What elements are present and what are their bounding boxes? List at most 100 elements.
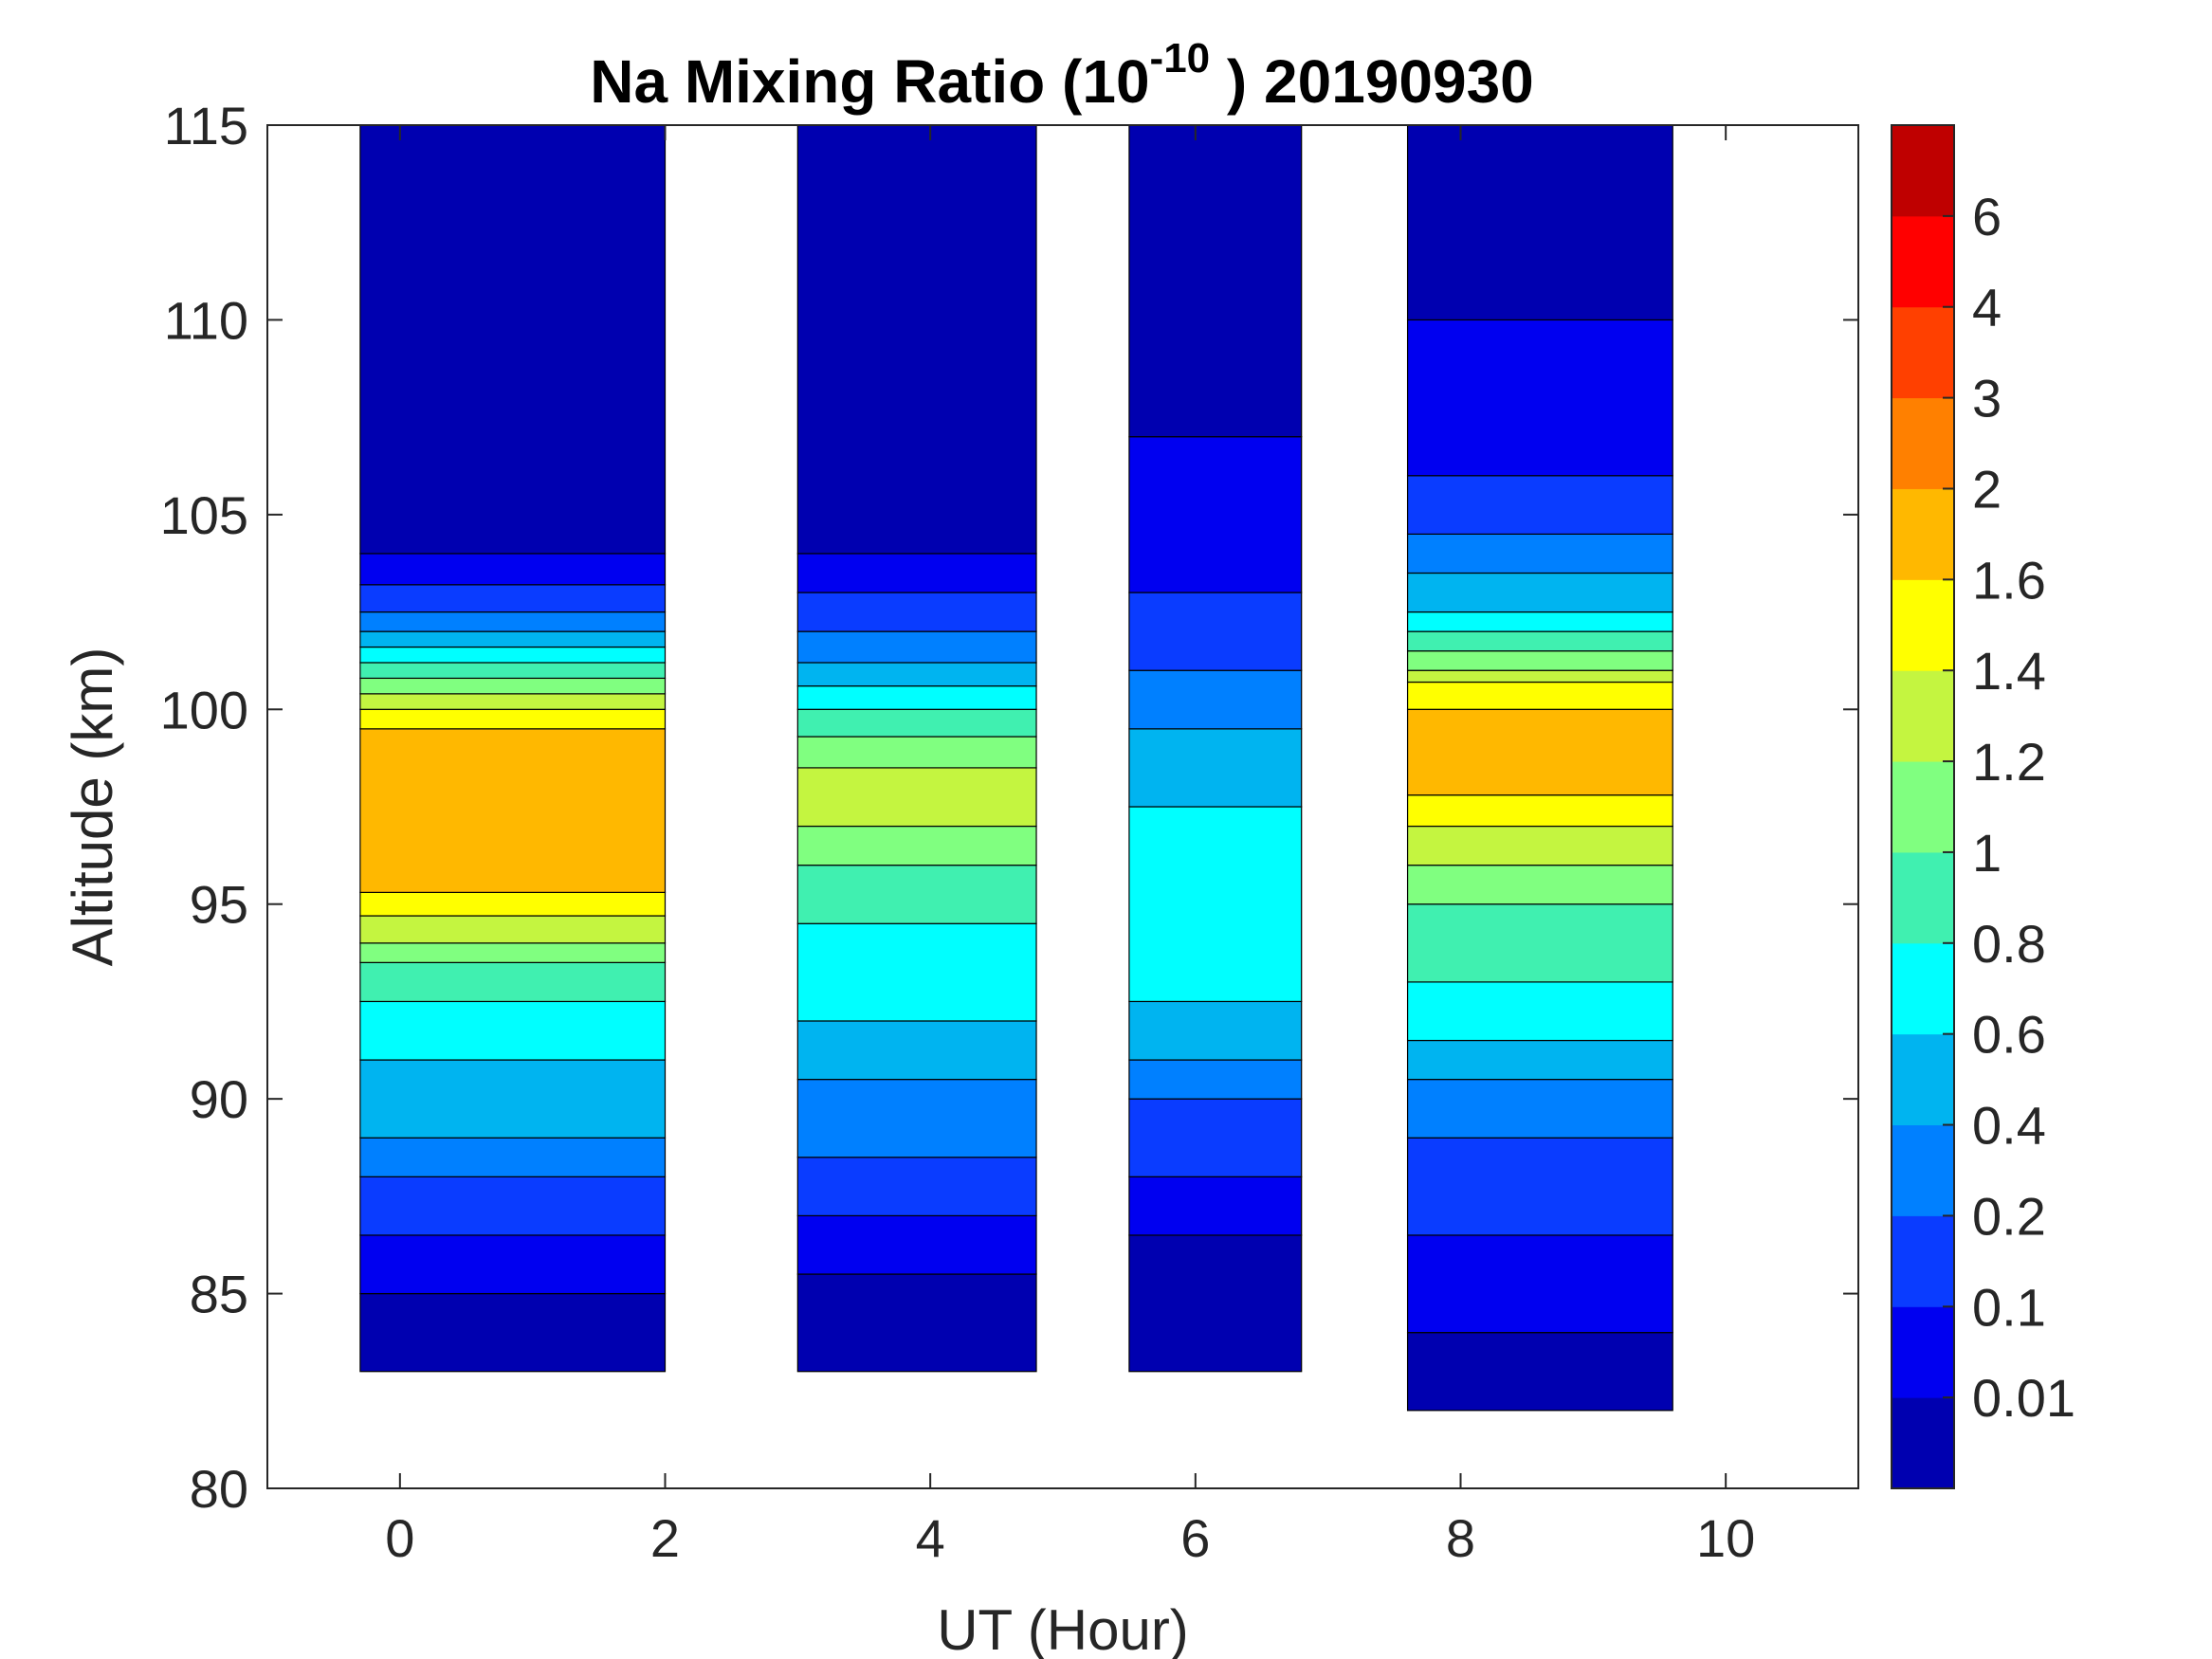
contour-band [359,942,667,963]
contour-band [796,825,1037,866]
contour-band [359,646,667,664]
contour-band [796,1157,1037,1217]
contour-band [1406,1039,1673,1081]
contour-band [359,961,667,1003]
x-axis-label: UT (Hour) [937,1598,1189,1659]
x-tick-label: 8 [1446,1508,1475,1568]
contour-band [359,124,667,555]
contour-band [359,677,667,695]
contour-band [796,865,1037,924]
x-tick-label: 0 [385,1508,414,1568]
y-axis: 80 85 90 95 100 105 110 115 [160,96,1858,1519]
contour-band [359,611,667,632]
contour-band [1406,611,1673,632]
contour-band [796,630,1037,664]
x-tick-label: 10 [1696,1508,1755,1568]
contour-band [796,736,1037,769]
contour-band [1128,669,1303,730]
contour-band [796,685,1037,710]
contour-band [1128,1098,1303,1177]
contour-band [1406,903,1673,983]
colorbar-segment [1892,1306,1954,1398]
y-axis-label: Altitude (km) [61,647,124,967]
colorbar-tick-label: 0.01 [1972,1368,2075,1428]
x-tick-label: 6 [1180,1508,1210,1568]
colorbar-segment [1892,579,1954,671]
contour-band [359,693,667,710]
contour-band [1406,825,1673,866]
y-tick-label: 85 [190,1265,248,1324]
contour-band [796,553,1037,593]
contour-band [359,553,667,586]
contour-band [1128,592,1303,671]
contour-band [1406,319,1673,477]
contour-band [1406,533,1673,574]
contour-band [796,708,1037,738]
y-tick-label: 80 [190,1459,248,1519]
contour-band [796,1214,1037,1275]
contour-band [1128,806,1303,1003]
colorbar-tick-label: 3 [1972,369,2002,428]
colorbar-tick-label: 1.4 [1972,641,2046,701]
contour-band [1406,1234,1673,1334]
colorbar-segment [1892,761,1954,853]
colorbar-segment [1892,306,1954,399]
contour-band [1406,981,1673,1042]
contour-band [1406,1137,1673,1236]
contour-band [1128,1234,1303,1373]
colorbar-segment [1892,397,1954,489]
colorbar-segment [1892,215,1954,308]
contour-band [359,1059,667,1139]
contour-band [359,708,667,730]
colorbar-tick-label: 1 [1972,823,2002,883]
colorbar-tick-label: 0.6 [1972,1005,2046,1065]
colorbar-segment [1892,488,1954,580]
contour-band [796,124,1037,555]
x-tick-label: 4 [916,1508,945,1568]
colorbar-segment [1892,942,1954,1035]
y-tick-label: 95 [190,875,248,935]
contour-band [796,662,1037,687]
contour-band [359,915,667,944]
contour-band [359,630,667,648]
contour-band [1128,728,1303,808]
contour-band [796,922,1037,1022]
contour-band [359,891,667,917]
colorbar-segment [1892,1124,1954,1216]
chart-title: Na Mixing Ratio (10-10 ) 20190930 [590,35,1534,116]
colorbar-tick-label: 0.1 [1972,1277,2046,1337]
colorbar-tick-label: 6 [1972,187,2002,246]
colorbar-segment [1892,1397,1954,1489]
contour-band [1406,124,1673,321]
contour-band [359,1292,667,1373]
contour-band [1128,1176,1303,1236]
contour-band [359,1137,667,1177]
colorbar-segment [1892,851,1954,944]
contour-band [1406,708,1673,796]
plot-frame [266,124,1859,1489]
contour-band [359,1176,667,1236]
contour-band [1406,475,1673,535]
contour-band [1406,669,1673,684]
contour-band [359,1234,667,1295]
contour-band [1406,1332,1673,1412]
contour-band [1406,1078,1673,1139]
y-tick-label: 105 [160,485,248,545]
contour-band [1128,1059,1303,1100]
contour-data [359,124,1673,1412]
contour-band [796,767,1037,828]
colorbar-tick-label: 4 [1972,278,2002,337]
colorbar: 0.01 0.1 0.2 0.4 0.6 0.8 1 1.2 1.4 1.6 2 3 4 6 [1891,124,2075,1489]
contour-band [1406,865,1673,905]
contour-band [1128,124,1303,438]
y-tick-label: 110 [164,290,248,350]
colorbar-tick-label: 0.2 [1972,1186,2046,1246]
colorbar-tick-label: 1.6 [1972,550,2046,610]
colorbar-frame [1891,124,1955,1489]
contour-band [359,1000,667,1061]
contour-band [1406,572,1673,613]
contour-band [359,584,667,613]
contour-band [1128,1000,1303,1061]
x-axis: 0 2 4 6 8 10 [385,125,1755,1568]
